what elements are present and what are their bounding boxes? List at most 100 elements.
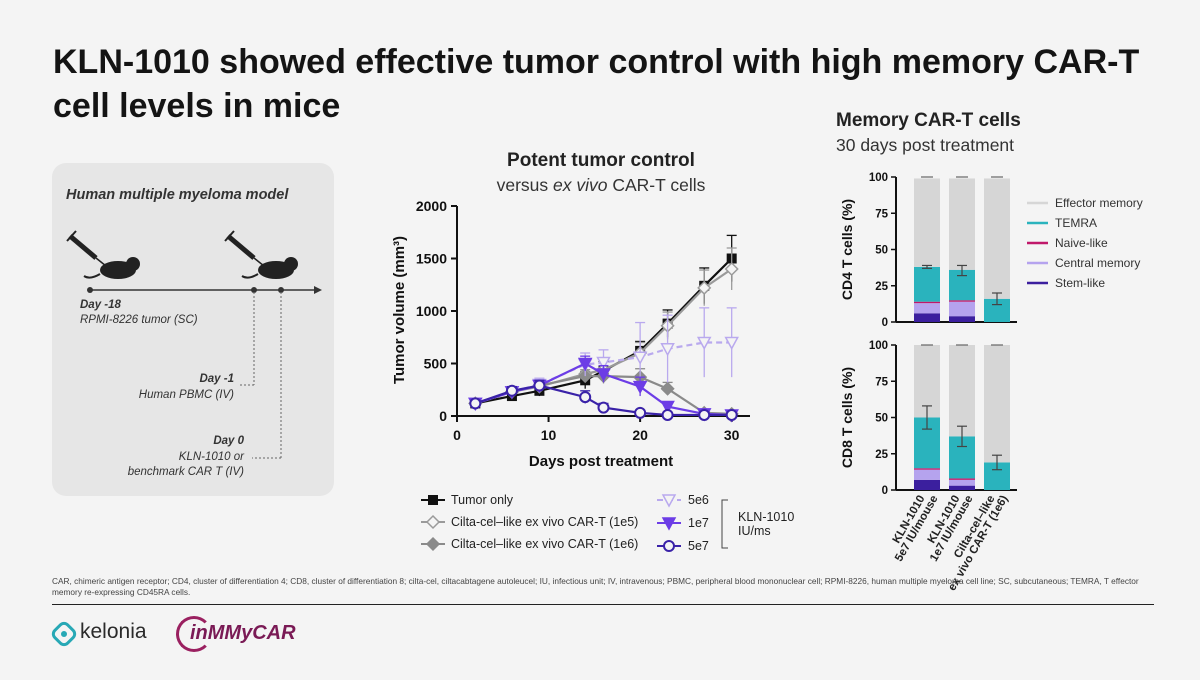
bar-panel-ylabel: CD8 T cells (%) bbox=[839, 367, 855, 468]
model-panel: Human multiple myeloma model bbox=[52, 163, 334, 496]
mouse-injection-icon bbox=[224, 230, 298, 279]
data-point bbox=[660, 400, 675, 415]
event-desc-day-minus-18: RPMI-8226 tumor (SC) bbox=[80, 314, 198, 326]
data-point bbox=[661, 408, 674, 421]
bar-segment bbox=[949, 178, 975, 270]
data-point bbox=[632, 380, 648, 395]
y-tick-label: 2000 bbox=[416, 198, 447, 214]
bar-segment bbox=[914, 178, 940, 267]
bar-segment bbox=[949, 301, 975, 317]
inmmycar-logo: inMMyCAR bbox=[190, 622, 296, 644]
line-chart-ylabel: Tumor volume (mm³) bbox=[391, 236, 408, 384]
legend-label: 5e6 bbox=[688, 493, 709, 507]
bar-segment bbox=[914, 313, 940, 322]
y-tick-label: 0 bbox=[882, 317, 888, 329]
bar-panel-1: 0 25 50 75 100 CD8 T cells (%) bbox=[839, 340, 1017, 497]
bar-segment bbox=[914, 479, 940, 490]
line-chart-subtitle: versus ex vivo CAR-T cells bbox=[497, 175, 706, 195]
x-tick-label: 0 bbox=[453, 427, 461, 443]
y-tick-label: 0 bbox=[882, 485, 888, 497]
data-point bbox=[505, 384, 518, 397]
y-tick-label: 75 bbox=[875, 376, 888, 388]
timeline-dot-day-minus-1 bbox=[251, 287, 257, 293]
bar-segment bbox=[914, 301, 940, 304]
legend-group-label-line2: IU/ms bbox=[738, 524, 771, 538]
bar-legend-label: Effector memory bbox=[1055, 196, 1143, 210]
bar-chart-subtitle: 30 days post treatment bbox=[836, 135, 1014, 155]
y-tick-label: 1500 bbox=[416, 251, 447, 267]
data-point bbox=[632, 351, 648, 365]
timeline-dot-day-minus-18 bbox=[87, 287, 93, 293]
event-desc-day-0-line2: benchmark CAR T (IV) bbox=[127, 466, 244, 478]
model-title: Human multiple myeloma model bbox=[66, 187, 289, 203]
data-point bbox=[634, 406, 647, 419]
legend-label: Cilta-cel–like ex vivo CAR-T (1e6) bbox=[451, 537, 638, 551]
bar-segment bbox=[984, 298, 1010, 322]
y-tick-label: 100 bbox=[869, 340, 888, 352]
y-tick-label: 75 bbox=[875, 208, 888, 220]
data-point bbox=[597, 401, 610, 414]
y-tick-label: 500 bbox=[424, 356, 448, 372]
bar-legend-label: TEMRA bbox=[1055, 216, 1097, 230]
event-day-minus-1: Day -1 bbox=[199, 373, 234, 385]
legend-group-label-line1: KLN-1010 bbox=[738, 510, 794, 524]
legend-label: 1e7 bbox=[688, 516, 709, 530]
bar-segment bbox=[949, 345, 975, 437]
line-chart-title: Potent tumor control bbox=[507, 150, 695, 171]
data-point bbox=[660, 381, 675, 396]
y-tick-label: 25 bbox=[875, 449, 888, 461]
bar-legend-label: Naive-like bbox=[1055, 236, 1108, 250]
data-point bbox=[596, 356, 611, 371]
x-tick-label: 30 bbox=[724, 427, 740, 443]
timeline-arrowhead bbox=[314, 286, 322, 294]
bar-segment bbox=[984, 345, 1010, 463]
bar-segment bbox=[914, 303, 940, 314]
y-tick-label: 100 bbox=[869, 172, 888, 184]
line-chart-subtitle-italic: ex vivo bbox=[553, 175, 608, 195]
data-point bbox=[660, 343, 675, 357]
data-point bbox=[696, 336, 712, 351]
bar-panel-ylabel: CD4 T cells (%) bbox=[839, 199, 855, 300]
legend-label: Tumor only bbox=[451, 493, 514, 507]
data-point bbox=[698, 408, 711, 421]
y-tick-label: 50 bbox=[875, 413, 888, 425]
bar-segment bbox=[949, 479, 975, 486]
line-chart-subtitle-pre: versus bbox=[497, 175, 553, 195]
legend-marker bbox=[661, 494, 677, 508]
data-point bbox=[533, 379, 546, 392]
bar-segment bbox=[984, 178, 1010, 299]
bar-segment bbox=[914, 469, 940, 480]
event-day-minus-18: Day -18 bbox=[80, 299, 121, 311]
line-chart-subtitle-post: CAR-T cells bbox=[607, 175, 705, 195]
legend-marker bbox=[428, 495, 438, 505]
legend-marker bbox=[425, 536, 441, 552]
bar-chart-title: Memory CAR-T cells bbox=[836, 110, 1021, 131]
legend-marker bbox=[663, 540, 675, 552]
event-desc-day-0-line1: KLN-1010 or bbox=[178, 451, 244, 463]
mouse-injection-icon bbox=[66, 230, 140, 279]
x-tick-label: 20 bbox=[632, 427, 648, 443]
bar-segment bbox=[949, 478, 975, 480]
bar-segment bbox=[949, 485, 975, 490]
series-5 bbox=[469, 379, 738, 421]
data-point bbox=[596, 368, 611, 382]
bar-legend-label: Stem-like bbox=[1055, 276, 1105, 290]
bar-segment bbox=[949, 316, 975, 322]
slide-title: KLN-1010 showed effective tumor control … bbox=[53, 43, 1140, 125]
bar-segment bbox=[914, 266, 940, 302]
y-tick-label: 50 bbox=[875, 245, 888, 257]
bar-panel-0: 0 25 50 75 100 CD4 T cells (%) bbox=[839, 172, 1017, 329]
line-chart-xlabel: Days post treatment bbox=[529, 453, 673, 470]
data-point bbox=[579, 391, 592, 404]
data-point bbox=[697, 280, 712, 295]
timeline-dot-day-0 bbox=[278, 287, 284, 293]
data-point bbox=[724, 261, 739, 277]
footnote: CAR, chimeric antigen receptor; CD4, clu… bbox=[52, 576, 1139, 597]
legend-label: Cilta-cel–like ex vivo CAR-T (1e5) bbox=[451, 515, 638, 529]
legend-label: 5e7 bbox=[688, 539, 709, 553]
data-point bbox=[577, 357, 593, 372]
